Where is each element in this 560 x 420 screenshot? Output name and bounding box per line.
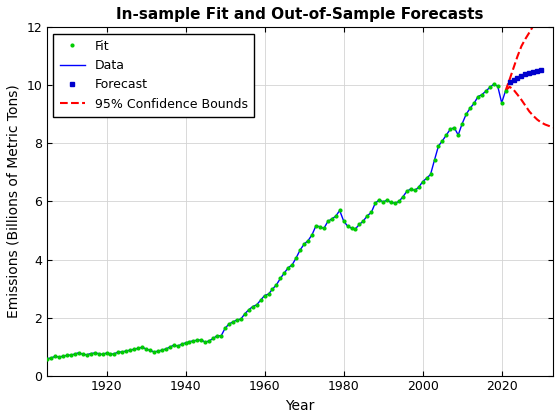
95% Confidence Bounds	[530, 23, 536, 28]
Line: Forecast: Forecast	[507, 67, 544, 85]
Forecast	[506, 80, 513, 85]
95% Confidence Bounds	[550, 0, 557, 1]
Data	[131, 346, 138, 352]
Forecast	[534, 68, 540, 73]
Y-axis label: Emissions (Billions of Metric Tons): Emissions (Billions of Metric Tons)	[7, 84, 21, 318]
Fit	[166, 345, 173, 350]
95% Confidence Bounds	[538, 13, 544, 18]
95% Confidence Bounds	[542, 7, 548, 12]
Data	[470, 101, 477, 106]
Line: Data: Data	[47, 84, 506, 359]
Data	[151, 349, 157, 354]
Data	[502, 88, 509, 93]
Forecast	[530, 69, 536, 74]
Forecast	[518, 73, 525, 78]
Fit	[502, 88, 509, 93]
X-axis label: Year: Year	[286, 399, 315, 413]
95% Confidence Bounds	[526, 30, 533, 35]
Fit	[44, 356, 50, 361]
95% Confidence Bounds	[502, 88, 509, 93]
95% Confidence Bounds	[546, 2, 553, 7]
Fit	[491, 81, 497, 87]
Data	[249, 304, 256, 309]
95% Confidence Bounds	[506, 77, 513, 82]
Fit	[249, 304, 256, 309]
Forecast	[538, 67, 544, 72]
Data	[166, 345, 173, 350]
Fit	[151, 349, 157, 354]
95% Confidence Bounds	[514, 54, 521, 59]
95% Confidence Bounds	[518, 44, 525, 49]
Fit	[131, 346, 138, 352]
Title: In-sample Fit and Out-of-Sample Forecasts: In-sample Fit and Out-of-Sample Forecast…	[116, 7, 484, 22]
Legend: Fit, Data, Forecast, 95% Confidence Bounds: Fit, Data, Forecast, 95% Confidence Boun…	[54, 34, 254, 117]
Data	[491, 81, 497, 87]
Forecast	[514, 75, 521, 80]
Line: 95% Confidence Bounds: 95% Confidence Bounds	[506, 0, 553, 91]
95% Confidence Bounds	[510, 66, 517, 71]
Forecast	[510, 78, 517, 83]
95% Confidence Bounds	[534, 19, 540, 24]
Line: Fit: Fit	[44, 81, 508, 362]
Fit	[470, 101, 477, 106]
Data	[44, 356, 50, 361]
Forecast	[522, 72, 529, 77]
Fit	[139, 345, 146, 350]
95% Confidence Bounds	[522, 37, 529, 42]
Data	[139, 345, 146, 350]
Forecast	[526, 70, 533, 75]
